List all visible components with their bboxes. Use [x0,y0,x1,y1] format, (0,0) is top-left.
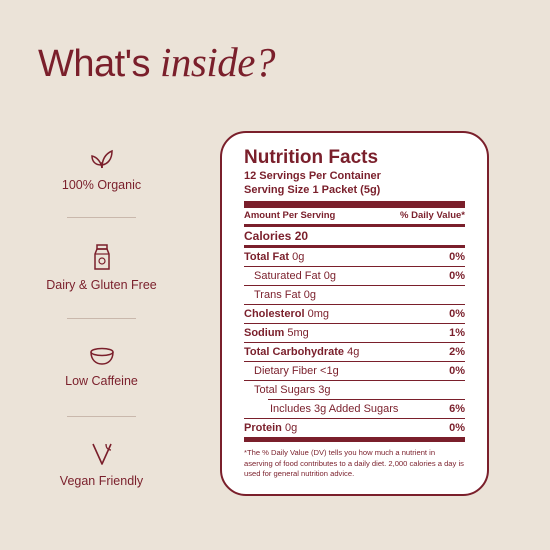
serving-size: Serving Size 1 Packet (5g) [244,184,381,196]
nutrient-row-trans-fat: Trans Fat 0g [244,286,465,304]
nutrient-dv: 6% [449,403,465,415]
calories-row: Calories 20 [244,227,465,245]
rule-thin [244,304,465,305]
nutrient-amount: 0g [323,270,336,282]
daily-value-footnote: *The % Daily Value (DV) tells you how mu… [244,448,464,478]
nutrient-amount: 4g [347,346,360,358]
nutrient-amount: <1g [320,365,339,377]
page-title-emphasis: inside? [160,39,275,85]
divider [67,217,136,218]
nutrient-name: Cholesterol [244,308,305,320]
nutrient-name: Sodium [244,327,285,339]
nutrition-title: Nutrition Facts [244,147,379,168]
nutrient-dv: 2% [449,346,465,358]
nutrient-dv: 0% [449,422,465,434]
nutrient-amount: 5mg [287,327,309,339]
rule-thin [244,266,465,267]
servings-per-container: 12 Servings Per Container [244,170,381,182]
rule-thick [244,201,465,208]
nutrient-name: Protein [244,422,282,434]
amount-header: Amount Per Serving [244,210,336,221]
feature-label: 100% Organic [61,178,142,192]
rule-thin [268,399,465,400]
daily-value-header: % Daily Value* [400,210,465,221]
nutrient-dv: 1% [449,327,465,339]
bowl-icon [89,347,114,365]
nutrient-amount: 0g [303,289,316,301]
rule-thin [244,361,465,362]
nutrient-name: Trans Fat [254,289,301,301]
divider [67,318,136,319]
feature-organic: 100% Organic [35,148,168,192]
nutrient-name: Saturated Fat [254,270,321,282]
amount-header-row: Amount Per Serving % Daily Value* [244,208,465,224]
nutrient-amount: 0g [284,422,298,434]
nutrient-name: Total Carbohydrate [244,346,345,358]
nutrient-name: Total Fat [244,251,290,263]
page-title: What's inside? [38,38,275,86]
divider [67,416,136,417]
feature-label: Low Caffeine [65,374,138,388]
rule-thin [244,285,465,286]
rule-thin [244,418,465,419]
nutrient-name: Total Sugars [254,384,316,396]
nutrient-row-dietary-fiber: Dietary Fiber <1g 0% [244,362,465,380]
page-title-lead: What's [38,43,150,85]
rule-thin [244,323,465,324]
nutrient-row-protein: Protein 0g 0% [244,419,465,437]
nutrient-amount: 0mg [307,308,329,320]
rule-thin [244,380,465,381]
nutrient-amount: 0g [292,251,305,263]
nutrient-dv: 0% [449,365,465,377]
rule-medium [244,245,465,248]
nutrient-row-total-carbohydrate: Total Carbohydrate 4g 2% [244,343,465,361]
nutrient-row-saturated-fat: Saturated Fat 0g 0% [244,267,465,285]
calories: Calories 20 [244,229,309,243]
nutrition-facts-panel: Nutrition Facts 12 Servings Per Containe… [220,131,489,496]
nutrient-row-total-sugars: Total Sugars 3g [244,381,465,399]
v-mark-icon [91,443,112,465]
rule-thick [244,437,465,442]
nutrient-amount: 3g [318,384,331,396]
nutrient-dv: 0% [449,251,465,263]
feature-label: Dairy & Gluten Free [46,278,157,292]
rule-thin [244,342,465,343]
feature-label: Vegan Friendly [59,474,144,488]
nutrient-name: Includes 3g Added Sugars [270,403,399,415]
nutrient-name: Dietary Fiber [254,365,317,377]
nutrient-row-added-sugars: Includes 3g Added Sugars 6% [244,400,465,418]
nutrient-row-cholesterol: Cholesterol 0mg 0% [244,305,465,323]
feature-vegan: Vegan Friendly [35,442,168,488]
feature-low-caffeine: Low Caffeine [35,346,168,388]
leaf-icon [90,149,113,169]
nutrient-dv: 0% [449,270,465,282]
nutrient-row-sodium: Sodium 5mg 1% [244,324,465,342]
rule-medium [244,224,465,227]
nutrient-row-total-fat: Total Fat 0g 0% [244,248,465,266]
feature-dairy-gluten-free: Dairy & Gluten Free [35,244,168,292]
nutrient-dv: 0% [449,308,465,320]
milk-carton-icon [93,244,110,270]
